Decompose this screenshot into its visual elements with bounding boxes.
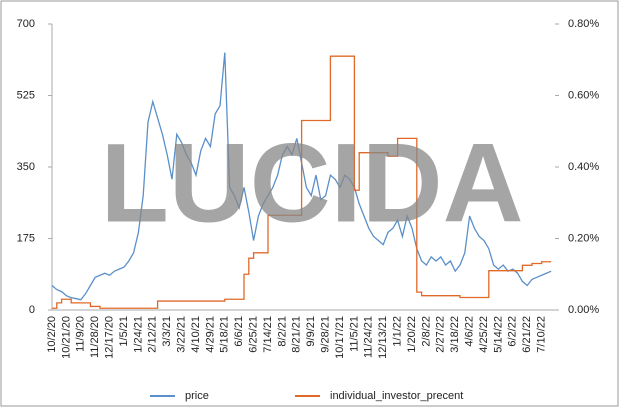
x-tick-label: 2/8/22 — [420, 316, 432, 347]
y-tick-label: 350 — [17, 161, 35, 173]
x-tick-label: 3/3/21 — [161, 316, 173, 347]
x-tick-label: 7/14/21 — [262, 316, 274, 353]
x-tick-label: 1/24/21 — [132, 316, 144, 353]
x-tick-label: 8/21/21 — [291, 316, 303, 353]
x-tick-label: 3/22/21 — [176, 316, 188, 353]
x-tick-label: 6/21/22 — [521, 316, 533, 353]
x-tick-label: 6/6/21 — [233, 316, 245, 347]
x-tick-label: 1/20/22 — [406, 316, 418, 353]
watermark: LUCIDA — [100, 121, 523, 246]
y2-tick-label: 0.80% — [568, 18, 599, 30]
x-tick-label: 12/13/21 — [377, 316, 389, 359]
x-tick-label: 10/2/20 — [46, 316, 58, 353]
x-tick-label: 2/27/22 — [435, 316, 447, 353]
x-tick-label: 5/14/22 — [492, 316, 504, 353]
x-tick-label: 1/1/22 — [392, 316, 404, 347]
x-tick-label: 11/28/20 — [89, 316, 101, 358]
x-tick-label: 12/17/20 — [104, 316, 116, 359]
y-tick-label: 525 — [17, 89, 35, 101]
x-tick-label: 5/18/21 — [219, 316, 231, 353]
x-tick-label: 10/21/20 — [60, 316, 72, 359]
y-tick-label: 700 — [17, 18, 35, 30]
x-tick-label: 4/6/22 — [464, 316, 476, 347]
y-tick-label: 175 — [17, 232, 35, 244]
x-tick-label: 11/9/20 — [75, 316, 87, 352]
x-tick-label: 7/10/22 — [536, 316, 548, 353]
x-tick-label: 3/18/22 — [449, 316, 461, 353]
x-tick-label: 9/9/21 — [305, 316, 317, 347]
y2-tick-label: 0.40% — [568, 161, 599, 173]
legend-label: price — [185, 390, 209, 402]
legend-label: individual_investor_precent — [330, 390, 463, 402]
x-tick-label: 2/12/21 — [147, 316, 159, 353]
x-tick-label: 9/28/21 — [320, 316, 332, 353]
x-tick-label: 4/25/22 — [478, 316, 490, 353]
series-line — [52, 55, 552, 309]
x-tick-label: 4/29/21 — [204, 316, 216, 353]
y-tick-label: 0 — [29, 304, 35, 316]
y2-tick-label: 0.00% — [568, 304, 599, 316]
x-tick-label: 6/25/21 — [248, 316, 260, 353]
x-tick-label: 10/17/21 — [334, 316, 346, 359]
y2-tick-label: 0.20% — [568, 232, 599, 244]
x-tick-label: 8/2/21 — [276, 316, 288, 347]
x-tick-label: 11/5/21 — [348, 316, 360, 352]
x-tick-label: 11/24/21 — [363, 316, 375, 358]
x-tick-label: 6/2/22 — [507, 316, 519, 347]
x-tick-label: 1/5/21 — [118, 316, 130, 347]
x-tick-label: 4/10/21 — [190, 316, 202, 353]
y2-tick-label: 0.60% — [568, 89, 599, 101]
